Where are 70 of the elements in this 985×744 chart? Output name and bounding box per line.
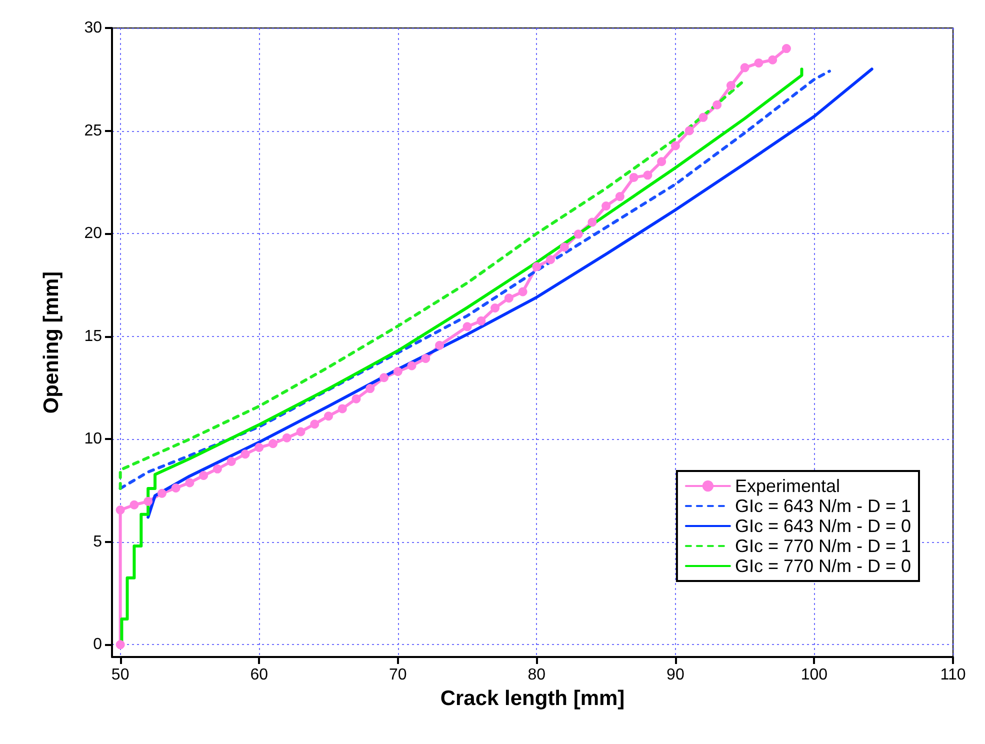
y-tick-label: 10 <box>84 430 102 448</box>
point <box>712 100 722 110</box>
x-tick-label: 100 <box>800 666 828 684</box>
legend-label: GIc = 770 N/m - D = 1 <box>734 536 911 556</box>
point <box>393 366 402 376</box>
point <box>157 488 166 498</box>
point <box>324 412 333 421</box>
point <box>116 506 125 515</box>
point <box>282 433 292 442</box>
point <box>698 112 708 122</box>
point <box>670 141 680 150</box>
legend-label: GIc = 643 N/m - D = 0 <box>734 516 911 536</box>
point <box>657 157 666 166</box>
y-tick-label: 5 <box>93 533 102 550</box>
x-axis-title: Crack length [mm] <box>440 686 625 710</box>
point <box>254 443 264 452</box>
point <box>726 81 736 90</box>
y-tick-label: 30 <box>84 20 102 36</box>
legend-label: GIc = 643 N/m - D = 1 <box>734 496 911 516</box>
point <box>296 427 306 436</box>
point <box>421 354 430 364</box>
x-tick-label: 50 <box>111 666 130 684</box>
point <box>310 420 320 429</box>
point <box>407 361 416 370</box>
y-tick-label: 15 <box>84 328 102 345</box>
point <box>615 192 624 202</box>
y-axis-title: Opening [mm] <box>40 271 63 414</box>
point <box>435 340 444 350</box>
legend-label: GIc = 770 N/m - D = 0 <box>734 556 911 576</box>
point <box>574 230 583 239</box>
point <box>380 373 389 382</box>
point <box>560 242 569 252</box>
point <box>199 470 208 480</box>
x-tick-label: 90 <box>666 666 684 684</box>
point <box>490 303 500 312</box>
point <box>546 255 556 264</box>
point <box>212 464 222 474</box>
x-tick-label: 80 <box>528 666 546 684</box>
point <box>462 322 472 332</box>
point <box>588 218 597 227</box>
point <box>768 55 778 64</box>
point <box>532 262 542 272</box>
legend-label: Experimental <box>734 476 840 496</box>
point <box>268 439 278 448</box>
point <box>782 44 791 54</box>
point <box>240 450 250 459</box>
point <box>226 457 236 466</box>
point <box>684 126 694 136</box>
point <box>366 384 375 394</box>
point <box>476 316 486 326</box>
point <box>602 202 611 211</box>
point <box>740 63 750 72</box>
point <box>185 478 194 488</box>
point <box>130 500 139 510</box>
point <box>643 170 652 180</box>
x-tick-label: 70 <box>388 666 407 684</box>
point <box>116 640 125 650</box>
point <box>171 484 180 493</box>
point <box>629 172 638 182</box>
point <box>144 496 153 506</box>
point <box>504 294 514 303</box>
point <box>338 404 347 414</box>
point <box>352 394 361 404</box>
y-tick-label: 25 <box>84 122 102 140</box>
y-tick-label: 20 <box>84 225 102 242</box>
y-tick-label: 0 <box>93 636 102 654</box>
point <box>518 287 528 296</box>
point <box>754 58 764 68</box>
x-tick-label: 60 <box>250 666 268 684</box>
x-tick-label: 110 <box>940 666 966 684</box>
